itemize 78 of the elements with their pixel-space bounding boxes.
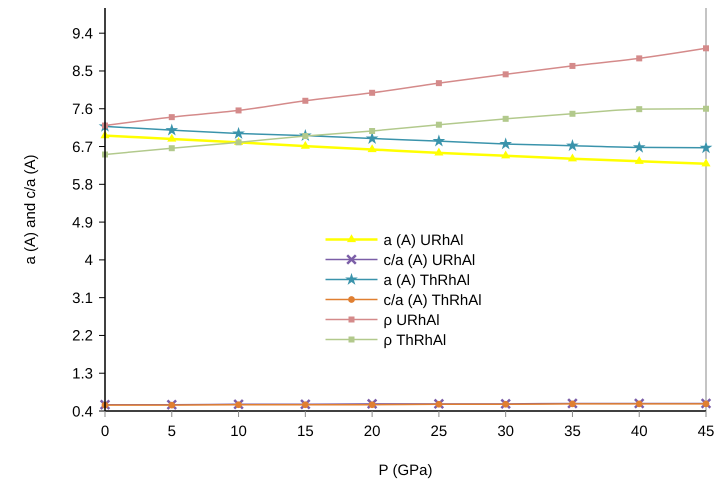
point [499,137,512,150]
point [168,145,175,152]
x-tick-label: 5 [168,423,176,440]
point [300,398,311,410]
legend-label: c/a (A) ThRhAl [384,292,482,309]
legend-label: ρ URhAl [384,312,440,329]
point [703,106,709,112]
legend-label: ρ ThRhAl [384,332,446,349]
point [569,110,576,117]
point [568,153,578,162]
point [632,140,646,153]
point [232,126,245,139]
x-axis-title: P (GPa) [378,462,432,479]
x-tick-label: 25 [430,423,448,440]
point [500,398,512,410]
point [566,139,579,152]
x-tick-label: 45 [698,423,714,440]
legend-label: a (A) URhAl [384,232,464,249]
point [432,134,446,146]
x-tick-label: 35 [564,423,581,440]
point [436,122,442,128]
point [636,55,642,62]
y-tick-label: 5.8 [72,176,93,194]
point [636,400,643,408]
point [701,158,711,166]
point [166,399,178,410]
point [569,62,576,69]
point [436,80,442,86]
point [302,98,308,104]
point [634,156,644,164]
point [502,400,510,408]
y-tick-label: 1.3 [72,365,93,382]
point [502,71,509,78]
point [634,398,645,409]
x-tick-label: 0 [100,423,110,440]
x-tick-label: 10 [230,423,247,440]
point [501,150,510,158]
point [167,134,176,142]
point [702,400,710,408]
y-tick-label: 9.4 [72,25,93,42]
y-axis-title: a (A) and c/a (A) [22,154,39,265]
point [433,398,444,410]
y-tick-label: 4.9 [72,214,93,232]
y-tick-label: 4 [84,252,93,270]
point [165,123,178,136]
point [502,116,509,122]
y-tick-label: 6.7 [72,138,93,156]
point [168,114,175,120]
point [366,398,378,410]
legend-label: a (A) ThRhAl [384,272,470,289]
point [436,400,442,408]
point [636,106,642,112]
point [300,140,310,149]
point [369,90,376,96]
x-tick-label: 30 [497,423,514,440]
y-tick-label: 7.6 [72,101,93,118]
x-tick-label: 40 [630,423,648,440]
y-tick-label: 8.5 [72,63,93,80]
point [368,401,376,408]
point [233,398,244,410]
point [368,144,377,152]
point [369,128,376,134]
point [700,141,712,154]
point [569,400,576,408]
point [168,402,176,408]
y-tick-label: 2.2 [72,328,93,345]
x-tick-label: 20 [364,423,380,440]
point [700,398,712,409]
point [302,401,309,408]
point [566,398,578,409]
legend-label: c/a (A) URhAl [384,252,476,269]
y-tick-label: 3.1 [72,290,93,307]
point [235,401,242,408]
x-tick-label: 15 [296,423,314,440]
point [434,148,444,156]
point [703,45,709,52]
point [236,107,242,114]
y-tick-label: 0.4 [72,403,93,420]
